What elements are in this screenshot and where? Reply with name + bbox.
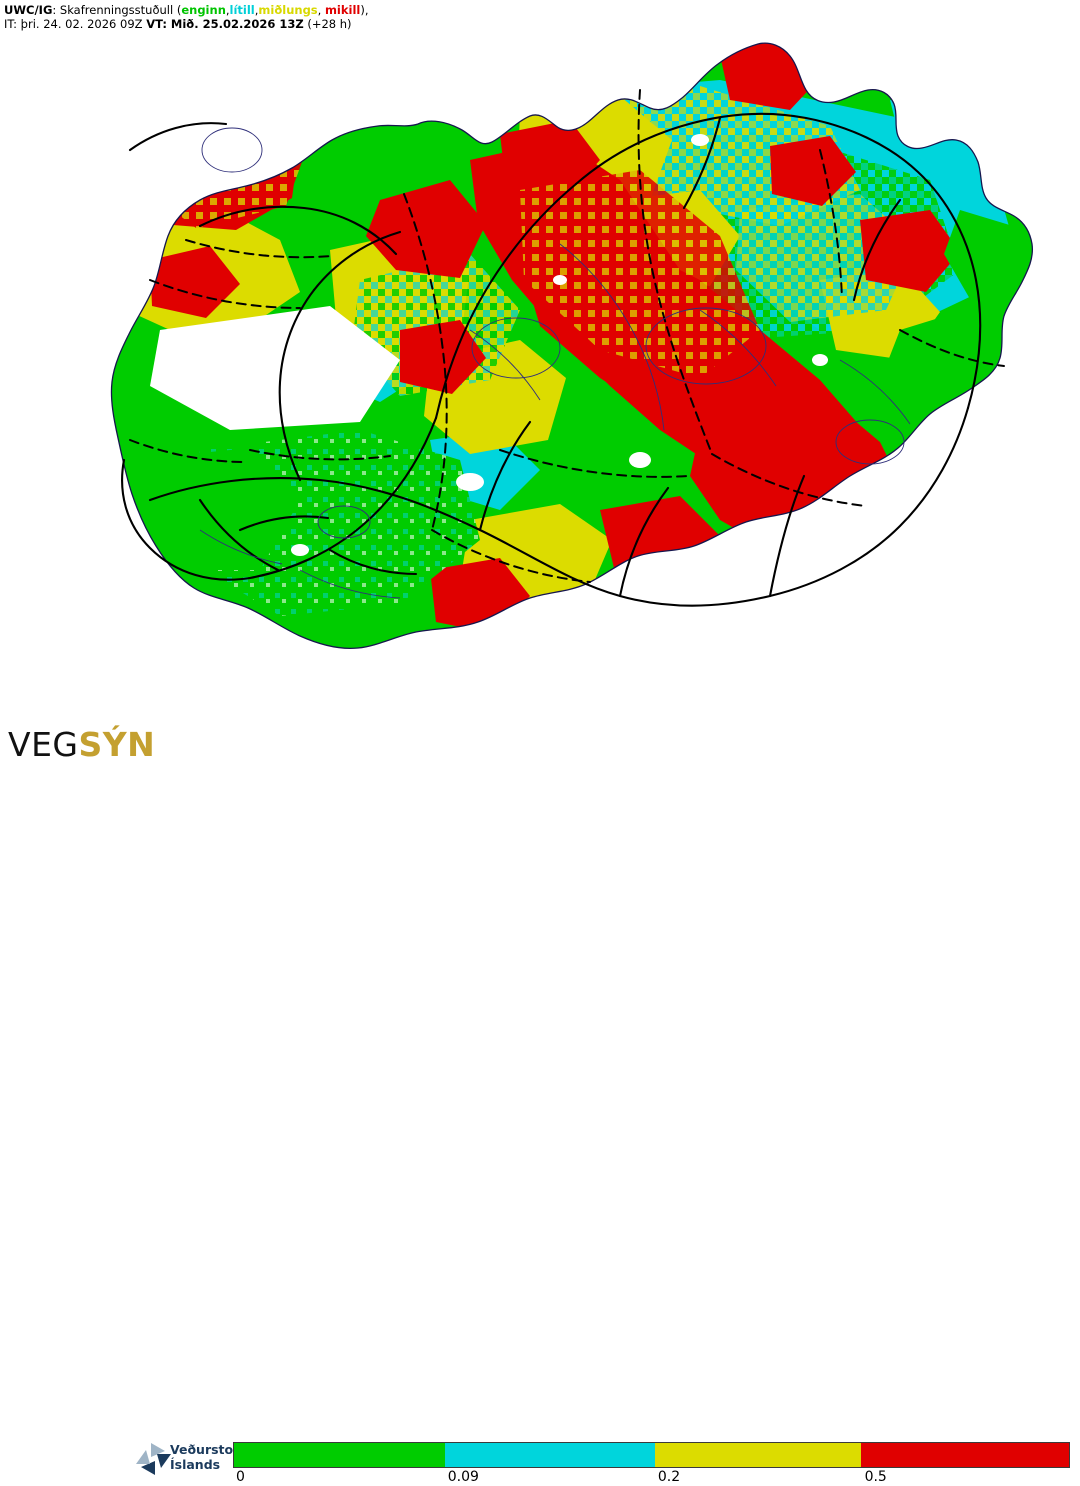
iceland-forecast-map[interactable] bbox=[0, 30, 1080, 716]
legend-word-mikill: mikill bbox=[324, 3, 361, 17]
header-title-line: UWC/IG: Skafrenningsstuðull (enginn,líti… bbox=[4, 3, 1080, 17]
legend-word-enginn: enginn bbox=[181, 3, 226, 17]
header-separator: : bbox=[52, 3, 60, 17]
pinwheel-icon bbox=[136, 1443, 171, 1475]
vegsyn-logo[interactable]: VEGSÝN bbox=[8, 728, 155, 762]
agency-name: Veðurstofa Íslands bbox=[170, 1442, 247, 1472]
hydrography bbox=[199, 127, 911, 599]
road-network bbox=[121, 112, 982, 607]
legend-word-litill: lítill bbox=[229, 3, 255, 17]
colorbar-tick-3: 0.5 bbox=[864, 1469, 887, 1485]
coastline bbox=[110, 42, 1034, 650]
vegsyn-logo-veg: VEG bbox=[8, 725, 79, 764]
agency-name-line2: Íslands bbox=[170, 1457, 221, 1472]
colorbar-segment-lítill[interactable] bbox=[445, 1443, 655, 1467]
legend-word-midlungs: miðlungs bbox=[258, 3, 318, 17]
map-header: UWC/IG: Skafrenningsstuðull (enginn,líti… bbox=[0, 0, 1080, 34]
valid-time-value: Mið. 25.02.2026 13Z bbox=[166, 17, 304, 31]
product-code: UWC/IG bbox=[4, 3, 53, 17]
legend-comma-3: , bbox=[317, 3, 322, 17]
paren-open: ( bbox=[173, 3, 182, 17]
legend-comma-2: , bbox=[254, 3, 259, 17]
colorbar[interactable] bbox=[233, 1442, 1070, 1468]
colorbar-segment-mikill[interactable] bbox=[861, 1443, 1069, 1467]
colorbar-tick-2: 0.2 bbox=[657, 1469, 681, 1485]
colorbar-tick-1: 0.09 bbox=[447, 1469, 479, 1485]
colorbar-segment-miðlungs[interactable] bbox=[654, 1443, 862, 1467]
lead-time: (+28 h) bbox=[303, 17, 352, 31]
header-time-line: IT: þri. 24. 02. 2026 09Z VT: Mið. 25.02… bbox=[4, 17, 1080, 31]
product-title: Skafrenningsstuðull bbox=[59, 3, 174, 17]
agency-name-line1: Veðurstofa bbox=[170, 1442, 247, 1457]
issue-time-value: þri. 24. 02. 2026 09Z bbox=[17, 17, 147, 31]
map-canvas[interactable] bbox=[0, 30, 1080, 716]
layer-nodata bbox=[150, 134, 828, 556]
colorbar-ticks: 0 0.09 0.2 0.5 bbox=[233, 1468, 1070, 1486]
issue-time-label: IT: bbox=[4, 17, 18, 31]
map-footer: VEGSÝN Veðurstofa Íslands 0 0.09 0.2 0.5 bbox=[0, 716, 1080, 1485]
vegsyn-logo-syn: SÝN bbox=[78, 725, 156, 764]
colorbar-segment-enginn[interactable] bbox=[234, 1443, 446, 1467]
colorbar-tick-0: 0 bbox=[236, 1469, 245, 1485]
boundary-lines bbox=[129, 89, 1005, 583]
legend-comma-1: , bbox=[225, 3, 230, 17]
valid-time-label: VT: bbox=[146, 17, 167, 31]
paren-close: ), bbox=[360, 3, 369, 17]
colorbar-legend[interactable]: 0 0.09 0.2 0.5 bbox=[233, 1442, 1070, 1485]
